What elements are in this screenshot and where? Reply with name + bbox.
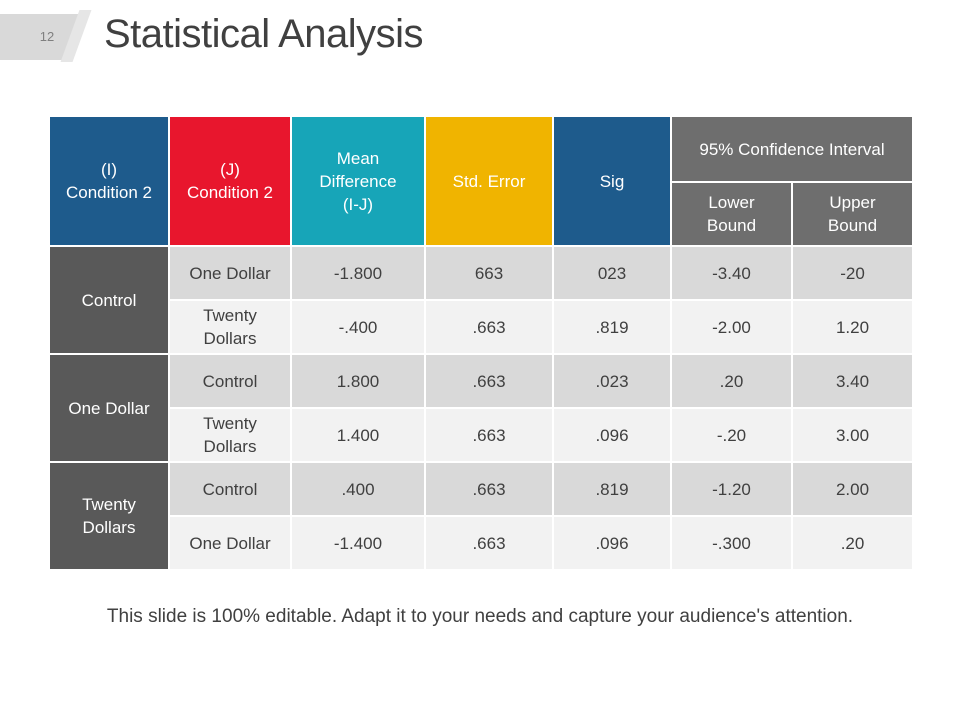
header-lower-line1: Lower: [708, 193, 755, 212]
cell-lower-bound: -2.00: [670, 299, 793, 355]
header-upper-line2: Bound: [827, 216, 878, 235]
cell-sig: .096: [552, 407, 672, 463]
cell-sig: .096: [552, 515, 672, 571]
table-row: One Dollar Control 1.800 .663 .023 .20 3…: [48, 353, 915, 463]
cell-mean-difference: .400: [290, 461, 426, 517]
header-row: (I) Condition 2 (J) Condition 2 Mean Dif…: [48, 115, 915, 247]
cell-j-line2: Dollars: [203, 329, 257, 348]
header-lower-bound: Lower Bound: [670, 181, 793, 247]
cell-std-error: 663: [424, 245, 554, 301]
cell-j-line1: Control: [202, 479, 258, 499]
footer-caption: This slide is 100% editable. Adapt it to…: [106, 606, 854, 627]
header-j-condition: (J) Condition 2: [168, 115, 292, 247]
cell-j-condition: Twenty Dollars: [168, 299, 292, 355]
cell-j-condition: One Dollar: [168, 515, 292, 571]
header-upper-bound: Upper Bound: [790, 181, 915, 247]
header-confidence-interval: 95% Confidence Interval: [669, 115, 915, 183]
header-sig: Sig: [552, 115, 672, 247]
group-label-twenty-dollars: Twenty Dollars: [48, 461, 170, 571]
subheader-row: Lower Bound Upper Bound: [49, 181, 915, 247]
cell-j-condition: Twenty Dollars: [168, 407, 292, 463]
cell-mean-difference: 1.800: [290, 353, 426, 409]
group-label-control: Control: [48, 245, 170, 355]
cell-sig: .819: [552, 461, 672, 517]
table-row: Twenty Dollars 1.400 .663 .096 -.20 3.00: [49, 407, 915, 463]
cell-std-error: .663: [424, 515, 554, 571]
header-mean-difference: Mean Difference (I-J): [290, 115, 426, 247]
page-title: Statistical Analysis: [104, 12, 424, 56]
header-i-condition: (I) Condition 2: [48, 115, 170, 247]
cell-j-line2: Dollars: [203, 437, 257, 456]
cell-lower-bound: .20: [670, 353, 793, 409]
cell-lower-bound: -3.40: [670, 245, 793, 301]
table-row: One Dollar -1.400 .663 .096 -.300 .20: [49, 515, 915, 571]
header-mean-line3: (I-J): [342, 194, 374, 214]
header-j-line1: (J): [220, 160, 240, 179]
cell-std-error: .663: [424, 353, 554, 409]
group-label-line1: Twenty: [82, 495, 136, 514]
group-label-line2: Dollars: [82, 518, 136, 537]
cell-j-line1: One Dollar: [189, 533, 271, 553]
page-number: 12: [39, 29, 55, 44]
group-label-line1: Control: [81, 290, 137, 310]
cell-mean-difference: 1.400: [290, 407, 426, 463]
group-label-line1: One Dollar: [68, 398, 150, 418]
cell-j-condition: One Dollar: [168, 245, 292, 301]
cell-upper-bound: -20: [790, 245, 915, 301]
cell-j-line1: Twenty: [203, 306, 257, 325]
cell-upper-bound: 3.00: [790, 407, 915, 463]
cell-j-line1: Twenty: [203, 414, 257, 433]
cell-mean-difference: -1.400: [290, 515, 426, 571]
cell-lower-bound: -.20: [670, 407, 793, 463]
header-lower-line2: Bound: [706, 216, 757, 235]
table-row: Control One Dollar -1.800 663 023 -3.40 …: [48, 245, 915, 355]
cell-j-line1: One Dollar: [189, 263, 271, 283]
cell-sig: .819: [552, 299, 672, 355]
cell-std-error: .663: [424, 407, 554, 463]
cell-j-line1: Control: [202, 371, 258, 391]
header-mean-line2: Difference: [319, 171, 397, 191]
cell-upper-bound: .20: [790, 515, 915, 571]
cell-upper-bound: 3.40: [790, 353, 915, 409]
header-i-line1: (I): [100, 160, 118, 179]
cell-lower-bound: -1.20: [670, 461, 793, 517]
group-label-one-dollar: One Dollar: [48, 353, 170, 463]
cell-sig: .023: [552, 353, 672, 409]
statistics-table: (I) Condition 2 (J) Condition 2 Mean Dif…: [48, 115, 915, 571]
cell-upper-bound: 1.20: [790, 299, 915, 355]
cell-mean-difference: -1.800: [290, 245, 426, 301]
table-row: Twenty Dollars Control .400 .663 .819 -1…: [48, 461, 915, 571]
header-upper-line1: Upper: [829, 193, 876, 212]
cell-lower-bound: -.300: [670, 515, 793, 571]
cell-mean-difference: -.400: [290, 299, 426, 355]
cell-sig: 023: [552, 245, 672, 301]
cell-j-condition: Control: [168, 353, 292, 409]
table-row: Twenty Dollars -.400 .663 .819 -2.00 1.2…: [49, 299, 915, 355]
header-j-line2: Condition 2: [186, 183, 273, 202]
cell-upper-bound: 2.00: [790, 461, 915, 517]
cell-std-error: .663: [424, 299, 554, 355]
header-mean-line1: Mean: [336, 148, 380, 168]
header-std-error: Std. Error: [424, 115, 554, 247]
cell-j-condition: Control: [168, 461, 292, 517]
header-i-line2: Condition 2: [65, 183, 152, 202]
cell-std-error: .663: [424, 461, 554, 517]
